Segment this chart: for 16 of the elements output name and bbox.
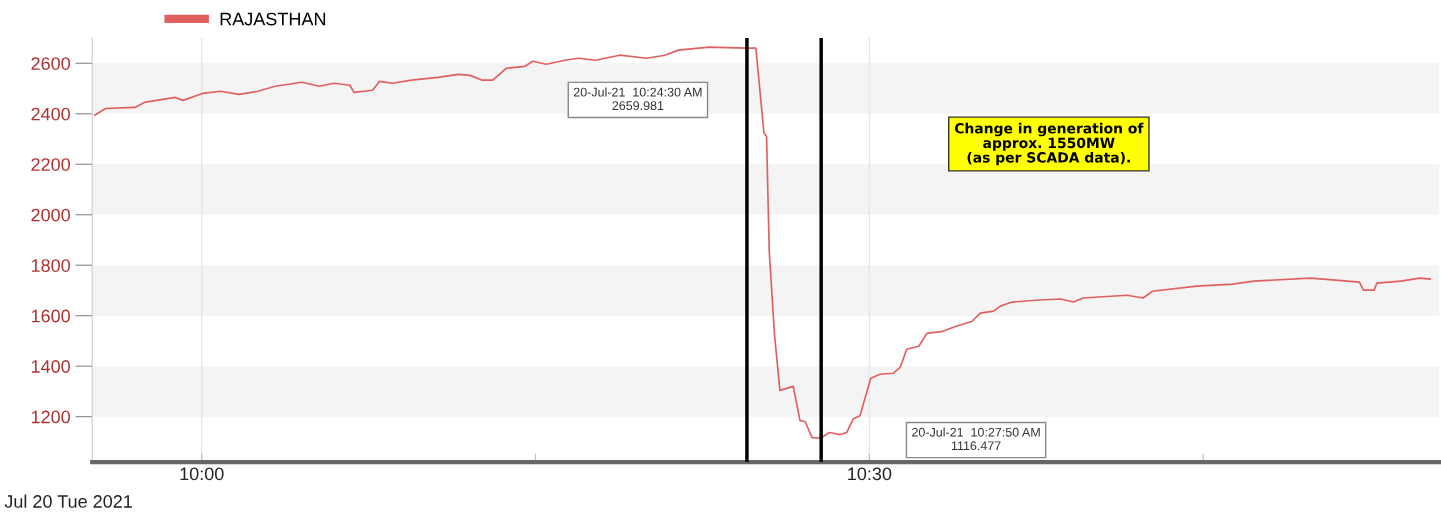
annotation: 20-Jul-21 10:24:30 AM 2659.981 [573, 87, 702, 111]
y-tick-label: 1600 [31, 309, 70, 323]
y-tick-label: 1200 [31, 410, 70, 424]
legend-label: RAJASTHAN [220, 12, 326, 26]
annotation: 20-Jul-21 10:27:50 AM 1116.477 [912, 427, 1040, 451]
x-tick-label: 10:00 [180, 467, 224, 481]
annotation: Change in generation of approx. 1550MW (as per SCADA data). [954, 122, 1144, 166]
y-tick-label: 1400 [31, 360, 70, 373]
text: Jul 20 Tue 2021 [4, 494, 132, 508]
x-tick-label: 10:30 [848, 467, 892, 481]
y-tick-label: 2000 [31, 208, 70, 222]
line-series [94, 46, 1432, 439]
y-tick-label: 1800 [31, 259, 70, 272]
y-tick-label: 2600 [31, 57, 70, 70]
y-tick-label: 2400 [31, 107, 70, 121]
y-tick-label: 2200 [31, 158, 70, 171]
